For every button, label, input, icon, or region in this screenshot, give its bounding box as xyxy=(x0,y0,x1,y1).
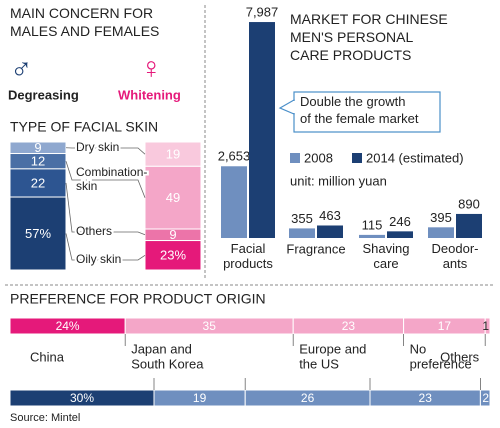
category-label: Europe and the US xyxy=(299,342,366,372)
category-label: Dry skin xyxy=(76,140,119,154)
value-label: 463 xyxy=(319,208,341,223)
category-label: China xyxy=(30,349,65,364)
connector xyxy=(65,233,146,261)
category-label: Others xyxy=(440,349,480,364)
connector xyxy=(65,161,146,198)
skin-segment xyxy=(144,240,202,271)
legend-label: 2014 (estimated) xyxy=(366,150,464,165)
segment-label: 2 xyxy=(482,391,489,405)
source: Source: Mintel xyxy=(10,412,80,424)
market-bar xyxy=(456,213,482,238)
value-label: 2,653 xyxy=(218,149,251,164)
segment-label: 26 xyxy=(301,391,315,405)
segment-label: 9 xyxy=(169,227,176,242)
segment-label: 23 xyxy=(419,391,433,405)
connector xyxy=(65,182,146,236)
category-label: Combination-skin xyxy=(76,165,147,193)
category-label: Japan and South Korea xyxy=(131,342,204,372)
skin-title: TYPE OF FACIAL SKIN xyxy=(10,119,158,135)
legend-swatch xyxy=(290,153,300,163)
female-concern: Whitening xyxy=(118,87,181,102)
segment-label: 19 xyxy=(193,391,207,405)
x-tick-label: Deodor-ants xyxy=(432,241,479,271)
segment-label: 24% xyxy=(56,319,80,333)
value-label: 246 xyxy=(389,214,411,229)
segment-label: 30% xyxy=(70,391,94,405)
legend-label: 2008 xyxy=(304,150,333,165)
skin-segment xyxy=(144,165,202,230)
market-bar xyxy=(317,225,343,238)
segment-label: 19 xyxy=(166,147,180,162)
value-label: 7,987 xyxy=(246,4,279,19)
x-tick-label: Facial products xyxy=(223,241,273,271)
value-label: 395 xyxy=(430,210,452,225)
segment-label: 57% xyxy=(25,226,51,241)
origin-segment xyxy=(479,389,491,407)
skin-segment xyxy=(9,168,67,198)
market-title: MARKET FOR CHINESE MEN'S PERSONAL CARE PRO… xyxy=(290,11,448,63)
segment-label: 49 xyxy=(166,190,180,205)
market-bar xyxy=(359,234,385,238)
unit: unit: million yuan xyxy=(290,173,387,188)
origin-segment xyxy=(484,317,491,335)
annotation-box xyxy=(293,91,441,133)
segment-label: 12 xyxy=(31,154,45,169)
value-label: 355 xyxy=(291,211,313,226)
segment-label: 22 xyxy=(31,175,45,190)
category-label: Oily skin xyxy=(76,252,121,266)
annotation-pointer xyxy=(278,98,295,115)
male-concern: Degreasing xyxy=(8,87,79,102)
connector xyxy=(65,147,146,155)
male-symbol: ♂ xyxy=(10,52,33,85)
market-bar xyxy=(428,227,454,238)
market-bar xyxy=(289,228,315,238)
segment-label: 23% xyxy=(160,248,186,263)
value-label: 890 xyxy=(458,196,480,211)
market-bar xyxy=(249,22,275,239)
category-label: Others xyxy=(76,224,112,238)
legend-swatch xyxy=(352,153,362,163)
x-tick-label: Fragrance xyxy=(286,241,345,256)
concern-title: MAIN CONCERN FOR MALES AND FEMALES xyxy=(10,5,159,39)
origin-title: PREFERENCE FOR PRODUCT ORIGIN xyxy=(10,291,266,307)
segment-label: 17 xyxy=(438,319,452,333)
annotation: Double the growth of the female market xyxy=(300,94,419,126)
segment-label: 35 xyxy=(203,319,217,333)
market-bar xyxy=(387,231,413,238)
value-label: 115 xyxy=(362,217,383,232)
segment-label: 9 xyxy=(34,140,41,155)
segment-label: 23 xyxy=(342,319,356,333)
skin-segment xyxy=(9,196,67,271)
category-label: No preference xyxy=(410,342,472,372)
segment-label: 1 xyxy=(482,319,489,333)
market-bar xyxy=(221,166,247,238)
x-tick-label: Shaving care xyxy=(363,241,410,271)
female-symbol: ♀ xyxy=(140,52,163,85)
